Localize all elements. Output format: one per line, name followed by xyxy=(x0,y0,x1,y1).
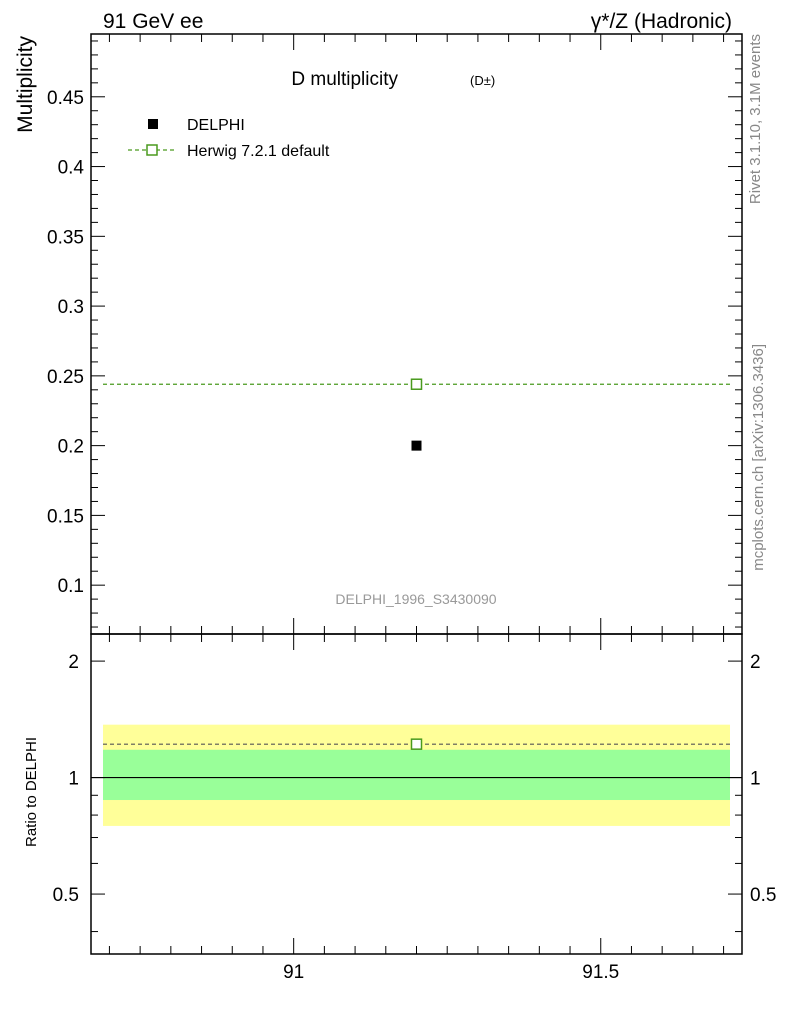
y-tick-label: 0.35 xyxy=(47,227,84,248)
legend-herwig-marker xyxy=(146,144,158,156)
x-tick-label: 91.5 xyxy=(582,962,619,983)
ratio-plot-panel: 0.5 0.5 1 1 2 2 91 91.5 Ratio to DELPHI xyxy=(23,633,776,983)
y-tick-label: 0.3 xyxy=(58,297,84,318)
main-axis-ticks: 0.1 0.15 0.2 0.25 0.3 0.35 0.4 0.45 xyxy=(47,34,742,634)
ratio-y-tick-label: 2 xyxy=(68,652,79,673)
y-axis-label: Multiplicity xyxy=(14,36,37,133)
legend-delphi-marker xyxy=(148,119,158,129)
plot-title: D multiplicity xyxy=(291,69,398,90)
ratio-axis-ticks: 0.5 0.5 1 1 2 2 91 91.5 xyxy=(53,634,776,983)
legend-delphi-label: DELPHI xyxy=(187,117,245,134)
ratio-y-tick-label: 1 xyxy=(68,769,79,790)
delphi-data-point xyxy=(411,440,422,451)
y-tick-label: 0.45 xyxy=(47,88,84,109)
rivet-version-text: Rivet 3.1.10, 3.1M events xyxy=(747,34,764,204)
ratio-y-tick-label-right: 2 xyxy=(750,652,761,673)
uncertainty-band-inner xyxy=(103,749,730,801)
mcplots-source-text: mcplots.cern.ch [arXiv:1306.3436] xyxy=(750,344,767,571)
ratio-y-tick-label-right: 0.5 xyxy=(750,885,776,906)
ratio-y-tick-label-right: 1 xyxy=(750,769,761,790)
header-left: 91 GeV ee xyxy=(103,10,203,33)
y-tick-label: 0.2 xyxy=(58,437,84,458)
herwig-mc-point xyxy=(410,378,423,390)
main-plot-panel: 0.1 0.15 0.2 0.25 0.3 0.35 0.4 0.45 D multiplic… xyxy=(14,33,743,635)
legend-herwig-label: Herwig 7.2.1 default xyxy=(187,143,330,160)
ratio-y-axis-label: Ratio to DELPHI xyxy=(23,737,40,847)
y-tick-label: 0.4 xyxy=(58,158,85,179)
legend: DELPHI Herwig 7.2.1 default xyxy=(128,117,330,160)
ratio-plot-frame xyxy=(90,633,743,955)
plot-title-subscript: (D±) xyxy=(470,73,495,88)
ratio-herwig-point xyxy=(410,738,423,750)
ratio-y-tick-label: 0.5 xyxy=(53,885,79,906)
y-tick-label: 0.1 xyxy=(58,576,84,597)
analysis-id-label: DELPHI_1996_S3430090 xyxy=(335,591,496,607)
y-tick-label: 0.15 xyxy=(47,506,84,527)
y-tick-label: 0.25 xyxy=(47,367,84,388)
header-right: γ*/Z (Hadronic) xyxy=(591,10,732,33)
x-tick-label: 91 xyxy=(283,962,304,983)
